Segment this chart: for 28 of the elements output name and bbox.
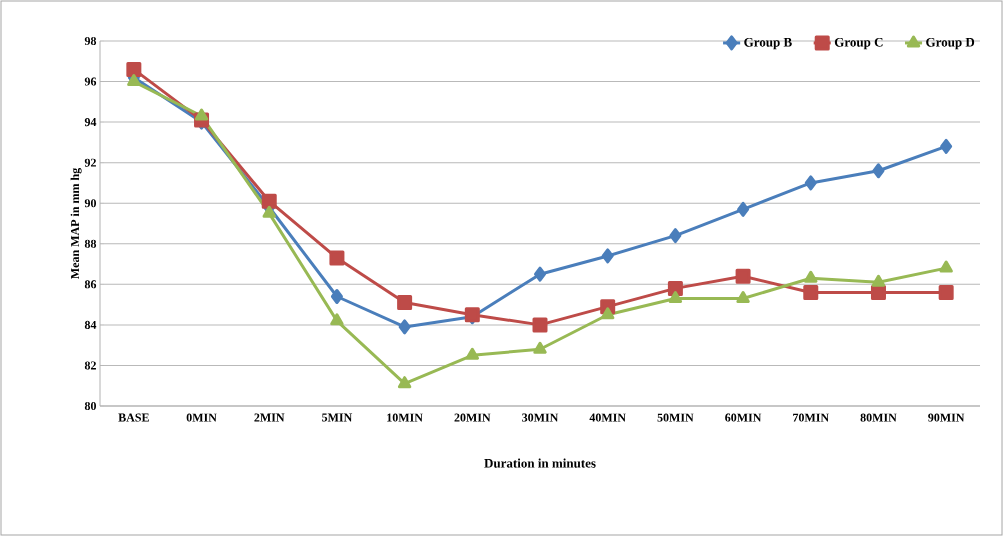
- y-tick-label: 90: [84, 199, 97, 208]
- x-tick-label: 90MIN: [928, 413, 965, 422]
- y-tick-label: 86: [84, 280, 97, 289]
- legend-label: Group D: [926, 37, 975, 50]
- y-tick-label: 88: [84, 239, 97, 248]
- y-tick-label: 92: [84, 158, 96, 167]
- y-tick-label: 94: [84, 118, 97, 127]
- x-tick-label: 80MIN: [860, 413, 897, 422]
- x-tick-label: 10MIN: [387, 413, 423, 422]
- y-tick-label: 80: [84, 401, 97, 411]
- legend-label: Group B: [744, 37, 792, 50]
- x-tick-label: 0MIN: [186, 413, 217, 422]
- y-tick-label: 98: [84, 36, 97, 46]
- x-tick-label: BASE: [118, 413, 149, 422]
- x-tick-label: 50MIN: [657, 413, 694, 422]
- x-tick-label: 40MIN: [589, 413, 626, 422]
- x-tick-label: 5MIN: [322, 413, 353, 422]
- y-axis-title: Mean MAP in mm hg: [70, 167, 82, 279]
- legend-label: Group C: [834, 37, 883, 50]
- x-tick-label: 2MIN: [254, 413, 285, 422]
- x-tick-label: 20MIN: [454, 413, 491, 422]
- x-axis-title: Duration in minutes: [484, 458, 596, 468]
- y-tick-label: 96: [84, 77, 97, 86]
- x-tick-label: 60MIN: [725, 413, 762, 422]
- y-tick-label: 82: [84, 361, 96, 370]
- x-tick-label: 30MIN: [522, 413, 559, 422]
- x-tick-label: 70MIN: [793, 413, 829, 422]
- y-tick-label: 84: [84, 320, 97, 329]
